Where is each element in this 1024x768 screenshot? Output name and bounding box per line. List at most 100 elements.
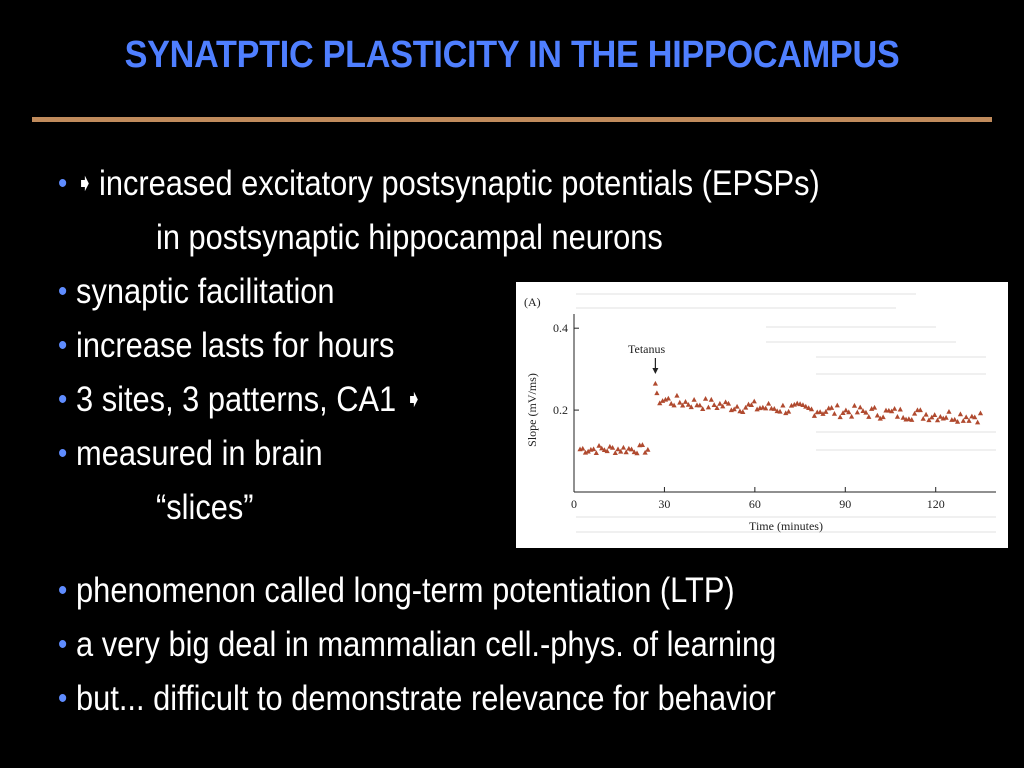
title-divider	[32, 117, 992, 122]
data-point	[783, 410, 789, 416]
tetanus-arrowhead	[652, 368, 659, 374]
data-point	[880, 414, 886, 420]
x-tick-label: 30	[658, 497, 670, 511]
data-point	[957, 411, 964, 417]
data-point	[596, 442, 602, 448]
y-axis-label: Slope (mV/ms)	[525, 373, 539, 447]
list-item: • increase lasts for hours	[58, 328, 394, 363]
data-point	[863, 409, 869, 415]
bullet-text: synaptic facilitation	[76, 272, 335, 311]
data-point	[599, 445, 605, 451]
bullet-text: in postsynaptic hippocampal neurons	[156, 218, 663, 257]
list-item: • measured in brain	[58, 436, 323, 471]
data-point	[780, 402, 786, 408]
data-point	[966, 418, 972, 423]
data-point	[954, 418, 961, 424]
list-item: • 3 sites, 3 patterns, CA1 ➧	[58, 382, 428, 417]
data-point	[828, 405, 835, 410]
data-point	[590, 446, 597, 452]
bullet-text: phenomenon called long-term potentiation…	[76, 571, 735, 610]
data-point	[717, 400, 723, 406]
bullet-icon: •	[58, 167, 68, 200]
ltp-chart: 0 30 60 90 120 0.2 0.4 (A) Tetanus Time (minut…	[524, 293, 996, 533]
bullet-icon: •	[58, 574, 68, 607]
data-point	[800, 402, 806, 408]
data-point	[834, 402, 840, 408]
data-point	[754, 406, 760, 412]
data-point	[820, 411, 826, 416]
data-point	[874, 412, 880, 418]
data-point	[817, 409, 823, 415]
data-point	[731, 406, 737, 412]
data-point	[803, 403, 809, 409]
data-point	[811, 413, 817, 418]
data-point	[623, 449, 629, 455]
data-point	[849, 413, 855, 419]
data-point	[685, 401, 691, 407]
list-item: “slices”	[156, 490, 254, 525]
data-point	[634, 450, 640, 456]
x-tick-label: 60	[749, 497, 761, 511]
data-point	[700, 406, 706, 411]
data-point	[972, 414, 978, 420]
data-point	[806, 405, 812, 411]
data-point	[877, 415, 883, 421]
data-point	[580, 445, 586, 451]
data-point	[671, 402, 677, 408]
data-point	[851, 402, 858, 408]
list-item: • ➧ increased excitatory postsynaptic pote…	[58, 166, 820, 201]
data-point	[725, 400, 732, 406]
data-point	[906, 416, 912, 422]
data-point	[897, 406, 903, 412]
data-point	[765, 400, 772, 406]
data-point	[631, 449, 637, 455]
data-point	[723, 399, 729, 405]
data-point	[604, 448, 610, 454]
data-point	[952, 416, 958, 422]
bullet-icon: •	[58, 628, 68, 661]
data-point	[975, 419, 981, 425]
data-point	[943, 414, 949, 420]
data-point	[843, 407, 849, 413]
list-item: • a very big deal in mammalian cell.-phys…	[58, 627, 776, 662]
data-point	[977, 410, 984, 416]
bullet-text: increase lasts for hours	[76, 326, 395, 365]
data-point	[891, 405, 898, 411]
data-point	[923, 411, 929, 417]
bullet-text: 3 sites, 3 patterns, CA1	[76, 380, 397, 419]
data-point	[808, 406, 815, 412]
data-point	[680, 402, 686, 408]
data-point	[946, 408, 952, 414]
data-point	[682, 399, 689, 404]
data-point	[714, 405, 720, 411]
data-point	[607, 443, 613, 449]
list-item: • phenomenon called long-term potentiatio…	[58, 573, 735, 608]
bullet-icon: •	[58, 275, 68, 308]
data-point	[740, 409, 746, 414]
bullet-text: increased excitatory postsynaptic potent…	[99, 164, 820, 203]
x-axis-label: Time (minutes)	[749, 519, 823, 533]
data-point	[917, 407, 923, 413]
data-point	[771, 406, 777, 411]
data-point	[642, 449, 648, 455]
data-point	[751, 398, 757, 404]
data-point	[734, 403, 740, 409]
data-point	[665, 395, 671, 401]
data-point	[702, 395, 709, 401]
data-point	[831, 410, 838, 416]
arrow-icon: ➧	[404, 386, 423, 413]
data-point	[763, 405, 769, 411]
bullet-icon: •	[58, 682, 68, 715]
data-point	[645, 446, 651, 452]
data-point	[691, 396, 697, 402]
data-point	[797, 401, 803, 407]
data-point	[609, 444, 616, 450]
data-point	[846, 409, 852, 415]
arrow-icon: ➧	[76, 170, 94, 197]
data-point	[711, 402, 717, 407]
data-point	[871, 404, 878, 410]
data-point	[688, 404, 694, 410]
data-point	[969, 413, 975, 419]
x-tick-label: 120	[927, 497, 945, 511]
data-point	[912, 410, 918, 416]
